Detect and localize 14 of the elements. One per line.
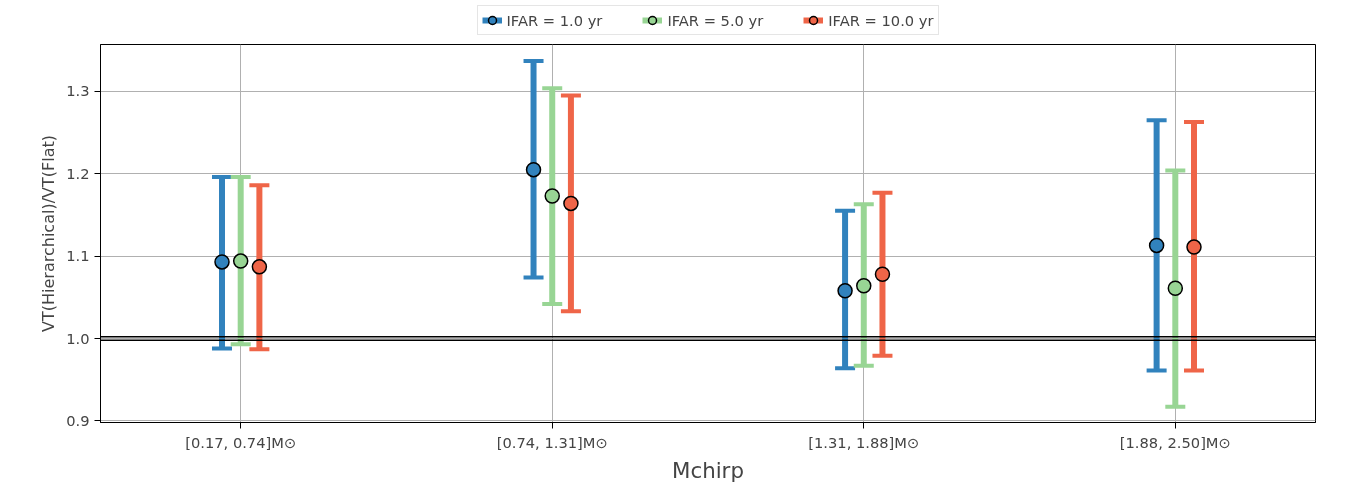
y-axis-title: VT(Hierarchical)/VT(Flat) [39, 135, 59, 332]
legend-label: IFAR = 5.0 yr [667, 11, 764, 29]
y-tick-label: 1.0 [66, 329, 90, 347]
y-tick-label: 1.3 [66, 82, 90, 100]
y-tick-label: 1.1 [66, 247, 90, 265]
legend-label: IFAR = 10.0 yr [828, 11, 934, 29]
x-tick-label: [0.17, 0.74]M⊙ [185, 433, 297, 451]
x-tick-label: [1.31, 1.88]M⊙ [808, 433, 920, 451]
legend-label: IFAR = 1.0 yr [506, 11, 603, 29]
x-tick-label: [0.74, 1.31]M⊙ [496, 433, 608, 451]
x-axis-title: Mchirp [672, 457, 744, 483]
x-tick-label: [1.88, 2.50]M⊙ [1119, 433, 1231, 451]
y-tick-label: 0.9 [66, 411, 90, 429]
y-tick-label: 1.2 [66, 164, 90, 182]
